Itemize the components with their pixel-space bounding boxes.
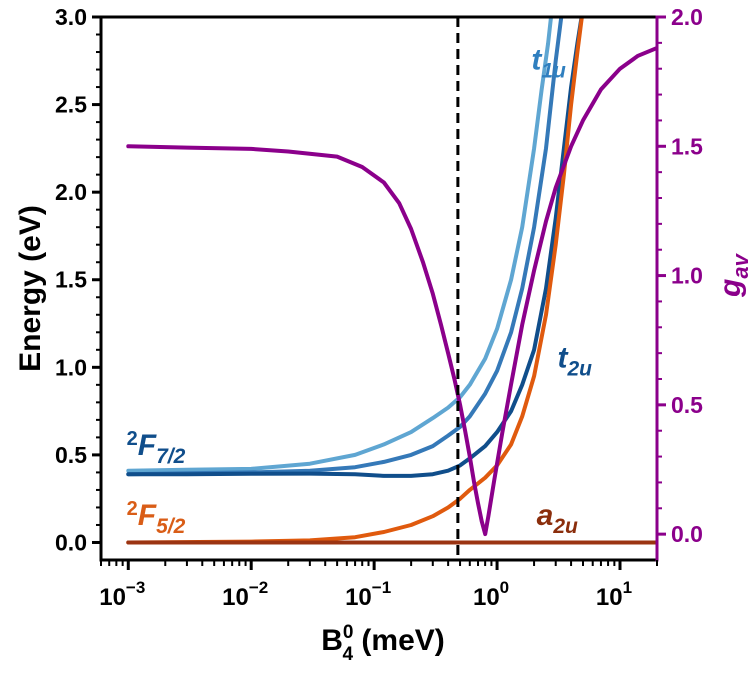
series-line-t1u [126,17,554,473]
x-axis-title: B0 4 (meV) [321,622,445,665]
annotation-label: t1u [531,44,566,83]
y-axis-title-right: gav [714,252,753,298]
annotation-label: t2u [557,341,592,380]
annotation-label: 2F5/2 [127,498,186,538]
xtick-label: 101 [596,578,632,611]
ytick-right-label: 2.0 [671,4,703,30]
ytick-right-label: 1.0 [671,263,703,289]
ytick-left-label: 3.0 [55,4,87,30]
xtick-label: 10−3 [99,578,145,611]
ytick-right-label: 0.5 [671,392,703,418]
ytick-left-label: 1.5 [55,267,87,293]
ytick-left-label: 2.0 [55,179,87,205]
ytick-left-label: 0.0 [55,529,87,555]
xtick-label: 10−1 [345,578,391,611]
y-axis-title-left: Energy (eV) [14,205,47,372]
annotation-label: a2u [537,499,578,538]
ytick-left-label: 0.5 [55,442,87,468]
labels-layer: B0 4 (meV) Energy (eV) gav t1u t2u a2u 2F7/2 2F5… [14,44,753,665]
ytick-right-label: 1.5 [671,133,703,159]
series-line-t2u [126,17,584,478]
xtick-label: 10−2 [222,578,268,611]
annotation-label: 2F7/2 [127,428,186,468]
series-line-g_av [126,46,657,537]
axes-layer: 0.0 0.5 1.0 1.5 2.0 2.5 3.0 0.0 0.5 1.0 1.5 2.0 10−3… [55,4,703,611]
xtick-label: 100 [473,578,509,611]
series-layer [126,17,657,545]
ytick-left-label: 2.5 [55,92,87,118]
ytick-left-label: 1.0 [55,354,87,380]
series-line-t1u_2 [126,17,564,477]
series-line-a2u_low [126,17,584,545]
ytick-right-label: 0.0 [671,521,703,547]
